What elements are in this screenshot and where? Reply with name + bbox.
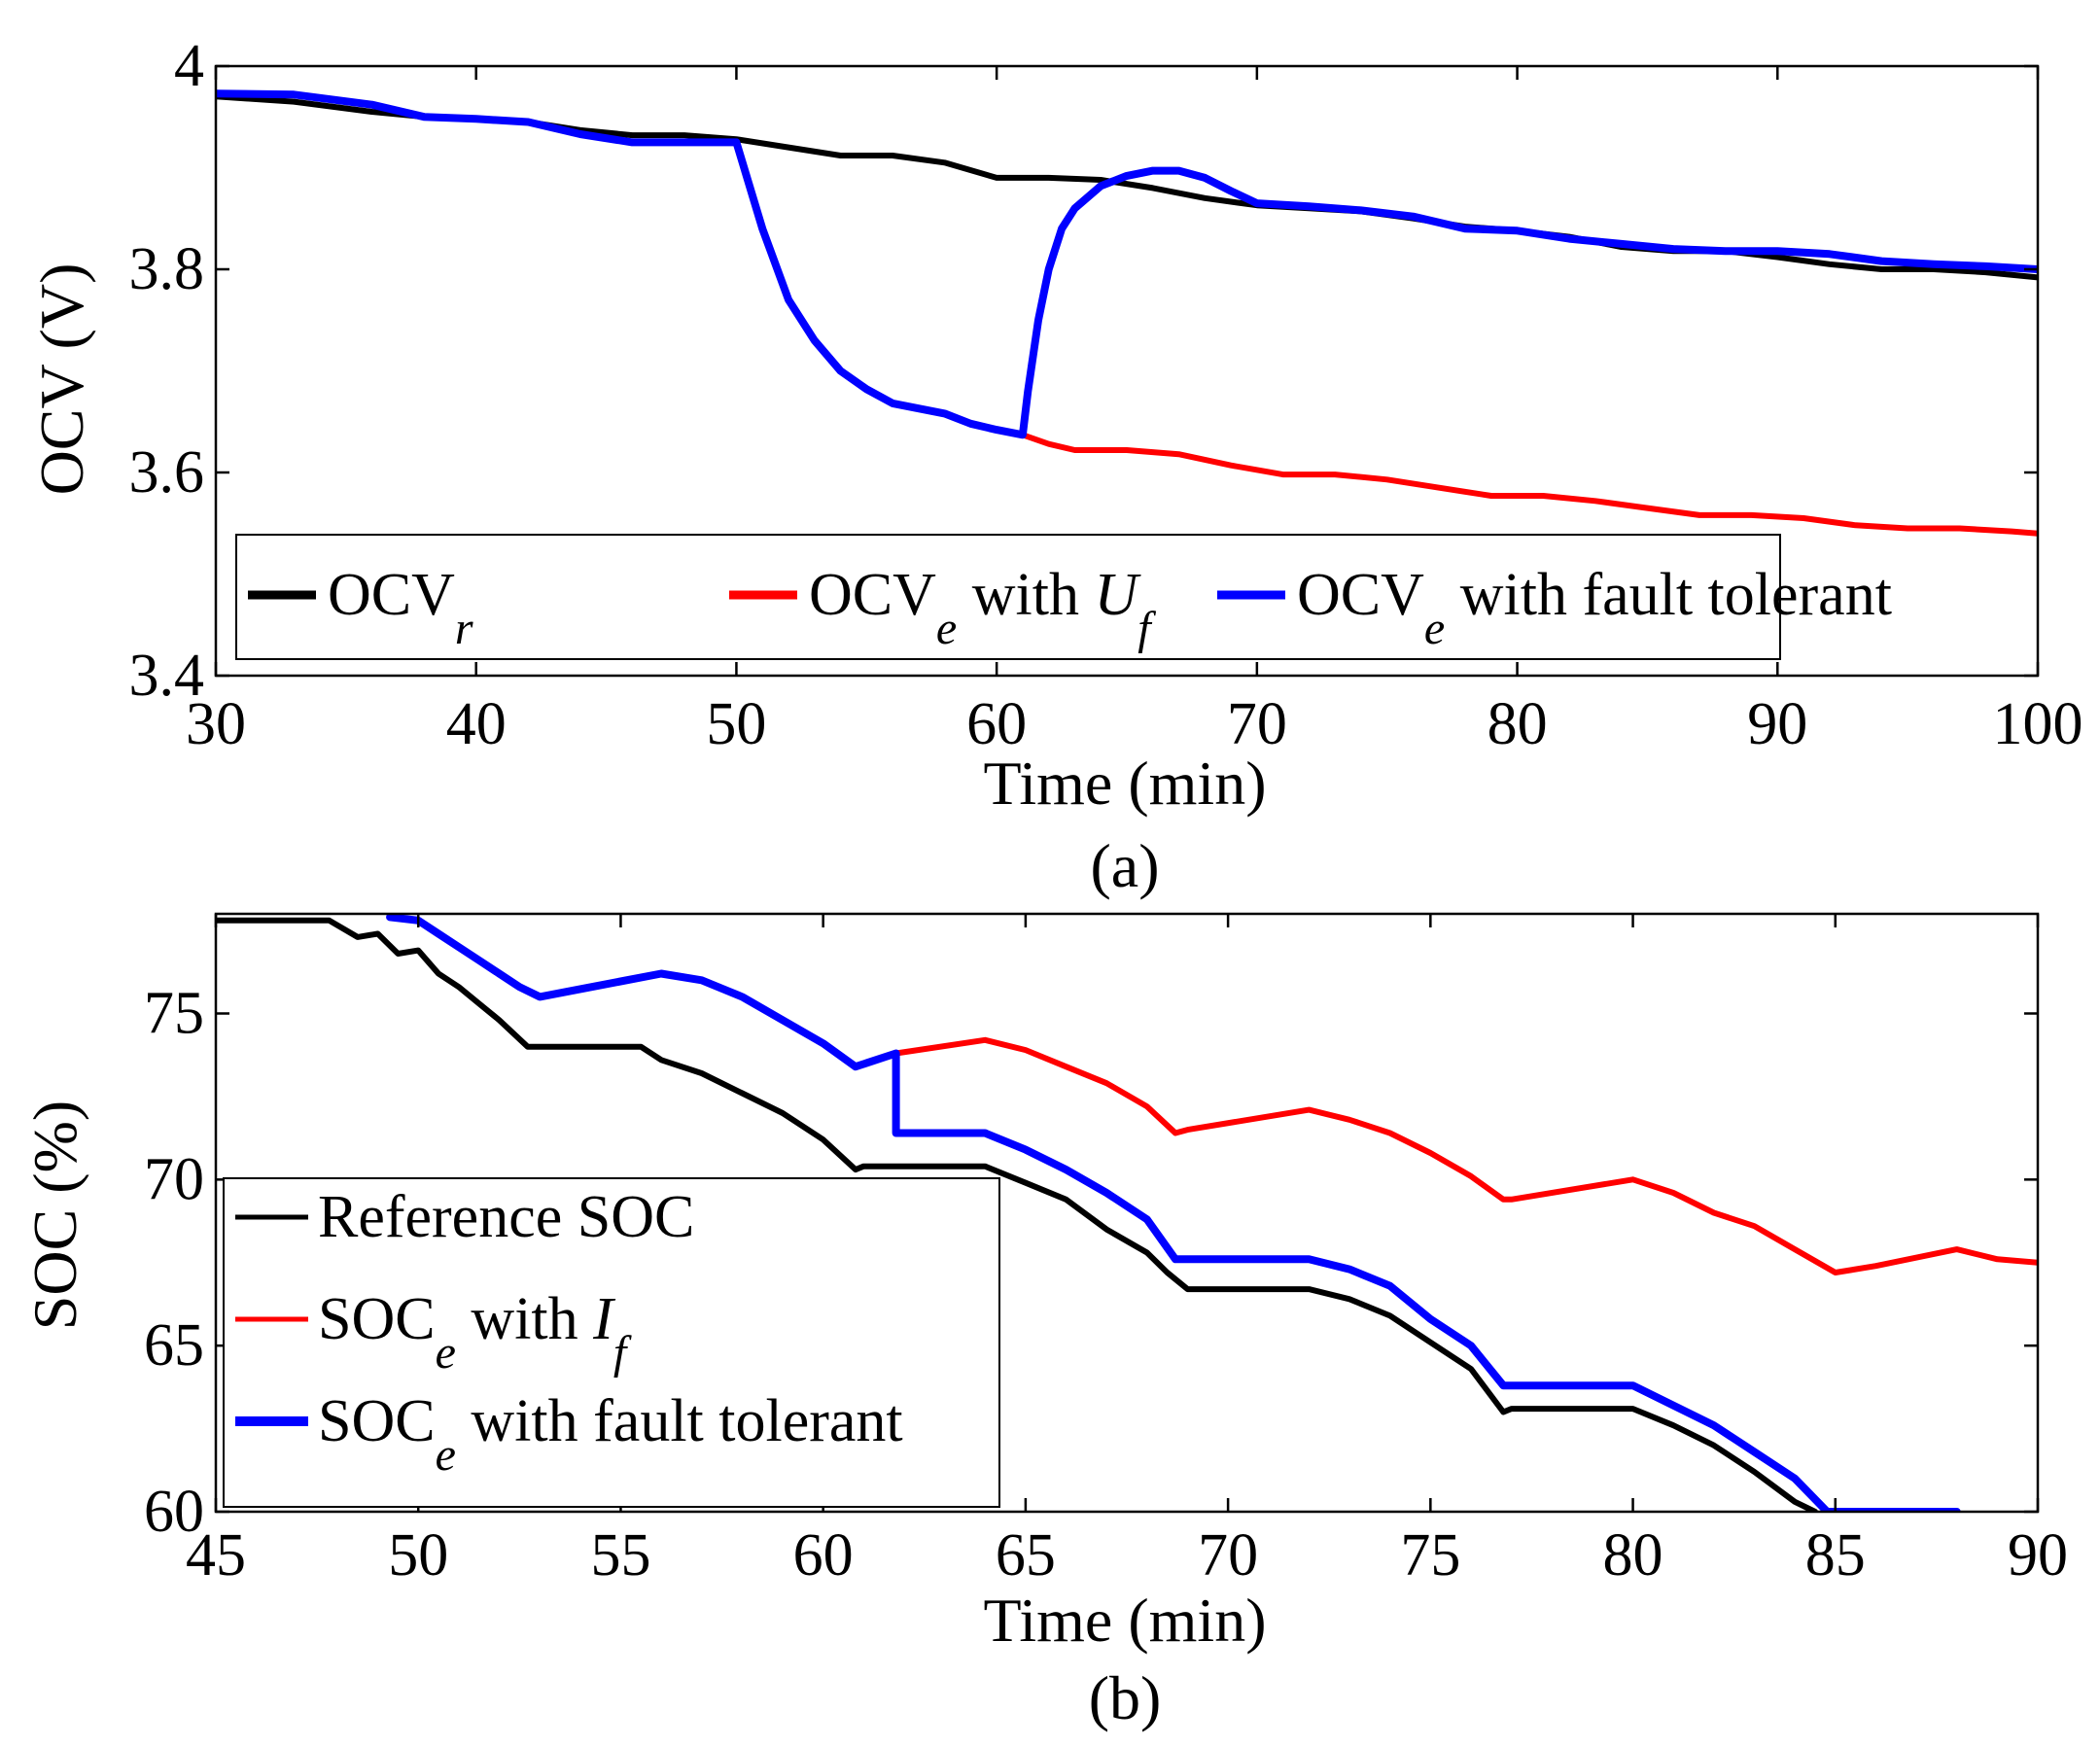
panel-a-x-tick-label: 50 [706,691,766,757]
panel-a-x-tick-label: 30 [186,691,246,757]
panel-b-x-axis-label: Time (min) [984,1586,1267,1655]
panel-b-axes-frame [214,912,2040,1514]
panel-a-axes-frame [214,64,2040,678]
panel-a-legend: OCVr OCVe with Uf OCVe with fault tolerant [235,534,1892,660]
panel-a-x-tick-label: 100 [1993,691,2083,757]
panel-b-x-tick-label: 70 [1198,1522,1258,1589]
panel-b-plot-area: 45 50 55 60 65 70 75 80 85 90 60 65 70 75 Reference SO… [144,912,2068,1589]
panel-a-legend-entry: OCVe with fault tolerant [1297,562,1892,654]
panel-a-y-axis-label: OCV (V) [27,263,96,496]
panel-b-x-tick-label: 65 [996,1522,1056,1589]
panel-a-x-tick-label: 80 [1488,691,1548,757]
panel-a-caption: (a) [1090,831,1159,900]
panel-b-series-red-line [892,1036,2038,1275]
panel-b-legend-entry: Reference SOC [318,1184,694,1250]
panel-a-x-tick-label: 90 [1747,691,1807,757]
panel-b-x-tick-label: 60 [793,1522,854,1589]
panel-a-y-tick-label: 3.4 [129,643,205,709]
panel-b-y-tick-label: 60 [144,1479,204,1545]
panel-b-series-blue-line [386,914,1961,1512]
panel-a-legend-entry: OCVe with Uf [809,562,1156,654]
panel-a-y-tick-label: 4 [174,33,204,99]
panel-b-y-tick-label: 70 [144,1146,204,1212]
panel-b-x-tick-label: 80 [1603,1522,1663,1589]
panel-b-legend-entry: SOCe with fault tolerant [318,1388,903,1481]
panel-a-x-axis-label: Time (min) [984,749,1267,818]
panel-b-soc-chart: 45 50 55 60 65 70 75 80 85 90 60 65 70 75 Reference SO… [20,912,2068,1732]
panel-b-y-tick-label: 75 [144,981,204,1047]
panel-a-plot-area: 30 40 50 60 70 80 90 100 3.4 3.6 3.8 4 OCVr OCVe with… [129,33,2083,757]
panel-a-x-tick-label: 40 [446,691,507,757]
panel-a-x-tick-label: 60 [966,691,1027,757]
panel-a-y-tick-label: 3.8 [129,236,205,302]
panel-a-x-tick-label: 70 [1227,691,1287,757]
panel-a-series-blue-line [216,89,2038,439]
panel-b-x-tick-label: 55 [590,1522,650,1589]
panel-b-series-black-line [216,917,1818,1512]
panel-b-x-tick-label: 90 [2008,1522,2068,1589]
panel-b-caption: (b) [1089,1663,1162,1732]
panel-b-y-tick-label: 65 [144,1312,204,1379]
panel-a-y-tick-label: 3.6 [129,439,205,506]
panel-b-x-tick-label: 45 [186,1522,246,1589]
panel-b-y-axis-label: SOC (%) [20,1100,89,1330]
panel-a-legend-entry: OCVr [328,562,473,654]
panel-b-x-tick-label: 75 [1400,1522,1460,1589]
panel-a-ocv-chart: 30 40 50 60 70 80 90 100 3.4 3.6 3.8 4 OCVr OCVe with… [27,33,2083,900]
panel-b-x-tick-label: 85 [1805,1522,1866,1589]
panel-a-series-red-line [1019,432,2038,537]
panel-b-x-tick-label: 50 [388,1522,448,1589]
